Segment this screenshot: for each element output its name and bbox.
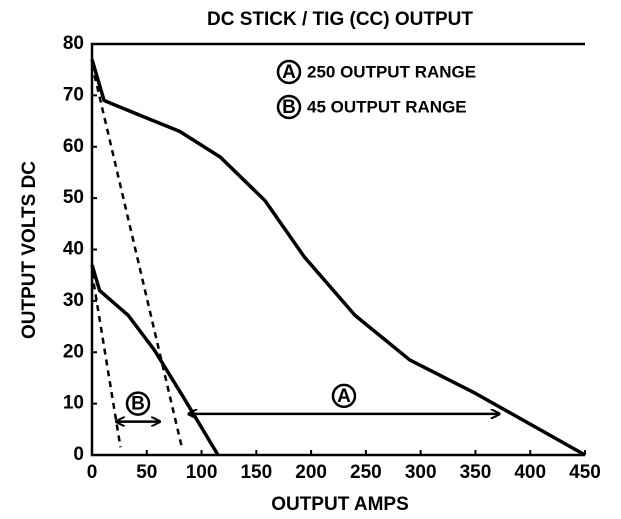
letter-circle <box>331 383 357 409</box>
x-tick-label: 50 <box>136 462 157 483</box>
y-tick-label: 40 <box>63 239 84 260</box>
y-tick-label: 50 <box>63 187 84 208</box>
x-tick-label: 450 <box>569 462 601 483</box>
x-tick-label: 250 <box>350 462 382 483</box>
x-tick-label: 150 <box>240 462 272 483</box>
x-axis-label: OUTPUT AMPS <box>271 494 409 515</box>
legend-label: 45 OUTPUT RANGE <box>307 97 467 116</box>
letter-circle <box>276 94 302 120</box>
x-tick-label: 200 <box>295 462 327 483</box>
y-tick-label: 80 <box>63 33 84 54</box>
min-curve <box>90 64 184 448</box>
letter: B <box>131 394 145 415</box>
chart-title: DC STICK / TIG (CC) OUTPUT <box>207 9 473 30</box>
y-tick-label: 70 <box>63 84 84 105</box>
max-curve <box>90 264 220 456</box>
y-tick-label: 0 <box>73 444 84 465</box>
x-tick-label: 0 <box>87 462 98 483</box>
letter: A <box>337 386 351 407</box>
letter-circle <box>276 59 302 85</box>
letter-circle <box>125 391 151 416</box>
x-tick-label: 300 <box>405 462 437 483</box>
y-tick-label: 20 <box>63 341 84 362</box>
y-axis-label: OUTPUT VOLTS DC <box>19 161 40 339</box>
y-tick-label: 10 <box>63 393 84 414</box>
letter: A <box>282 62 296 83</box>
x-tick-label: 100 <box>186 462 218 483</box>
max-curve <box>90 58 586 457</box>
letter: B <box>282 97 296 118</box>
y-tick-label: 30 <box>63 290 84 311</box>
legend-label: 250 OUTPUT RANGE <box>307 62 476 81</box>
x-tick-label: 350 <box>460 462 492 483</box>
x-tick-label: 400 <box>514 462 546 483</box>
y-tick-label: 60 <box>63 136 84 157</box>
